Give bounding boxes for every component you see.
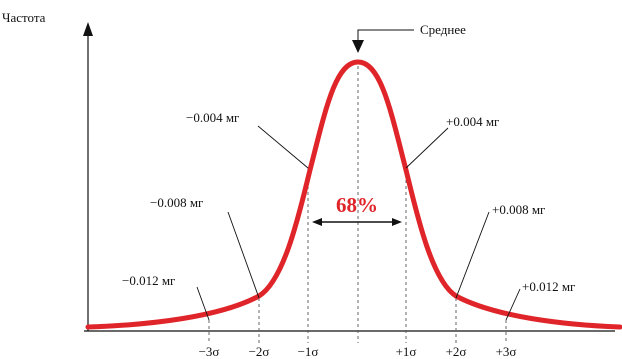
mean-callout-line (357, 29, 414, 40)
tick-minus-1sigma: −1σ (298, 344, 319, 359)
leader-plus-0012 (505, 288, 521, 321)
annotation-minus-0012: −0.012 мг (122, 273, 175, 288)
annotation-plus-0012: +0.012 мг (522, 279, 575, 294)
tick-plus-2sigma: +2σ (446, 344, 467, 359)
annotation-minus-0004: −0.004 мг (186, 110, 239, 125)
y-axis-label: Частота (2, 10, 46, 25)
annotation-minus-0008: −0.008 мг (150, 195, 203, 210)
annotation-plus-0008: +0.008 мг (492, 202, 545, 217)
tick-minus-3sigma: −3σ (199, 344, 220, 359)
mean-label: Среднее (420, 22, 466, 37)
tick-plus-3sigma: +3σ (496, 344, 517, 359)
leader-plus-0004 (405, 127, 449, 169)
leader-plus-0008 (455, 211, 490, 299)
tick-plus-1sigma: +1σ (396, 344, 417, 359)
leader-minus-0004 (257, 125, 309, 169)
leader-minus-0012 (196, 286, 210, 321)
leader-minus-0008 (227, 211, 260, 299)
bell-curve (85, 59, 622, 330)
sigma-guides (208, 66, 507, 343)
tick-minus-2sigma: −2σ (249, 344, 270, 359)
center-percent: 68% (336, 193, 378, 217)
mean-arrow-icon (352, 40, 364, 53)
y-axis-arrow-icon (83, 22, 93, 36)
annotation-leaders (196, 125, 521, 321)
annotation-plus-0004: +0.004 мг (446, 114, 499, 129)
